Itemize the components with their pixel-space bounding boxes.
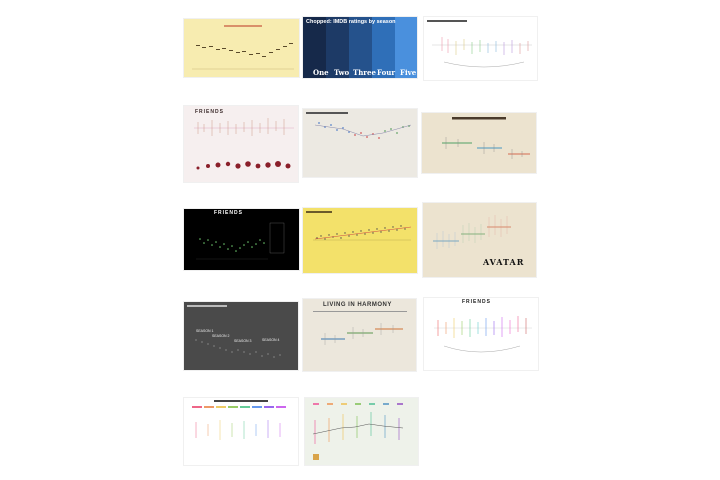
tile-12-title: FRIENDS [462,299,491,305]
tile-10-season-1: SEASON 1 [196,329,214,333]
gallery-tile-3[interactable] [424,17,537,80]
tile-10-season-3: SEASON 3 [234,339,252,343]
tile-9-title: AVATAR [483,257,525,267]
tile-1-chart [192,25,294,70]
tile-9-chart [433,215,511,249]
tile-2-season-three: Three [353,68,376,77]
tile-3-chart [427,20,532,68]
tile-4-title: FRIENDS [195,109,224,115]
tile-5-chart [306,112,412,139]
gallery-tile-14[interactable] [305,398,418,465]
gallery-tile-12[interactable]: FRIENDS [424,298,538,370]
tile-2-season-four: Four [377,68,396,77]
gallery-tile-4[interactable]: FRIENDS [184,106,298,182]
tile-2-season-two: Two [334,68,350,77]
tile-8-chart [306,211,412,241]
tile-2-season-five: Five [400,68,417,77]
gallery-tile-2[interactable]: Chopped: IMDB ratings by season One Two … [303,17,417,78]
tile-7-chart [196,222,285,260]
tile-12-chart [434,316,532,353]
tile-4-chart [194,118,294,170]
gallery-tile-8[interactable] [303,208,417,273]
gallery-tile-5[interactable] [303,109,417,177]
tile-10-chart [187,305,281,358]
tile-11-chart [313,311,407,345]
gallery-tile-13[interactable] [184,398,298,465]
gallery-tile-6[interactable] [422,113,536,173]
gallery-tile-9[interactable]: AVATAR [423,203,536,277]
tile-13-chart [192,400,286,440]
tile-2-chart [303,17,417,78]
tile-10-season-4: SEASON 4 [262,338,280,342]
tile-14-chart [312,403,404,460]
tile-10-season-2: SEASON 2 [212,334,230,338]
tile-7-title: FRIENDS [214,210,243,216]
tile-2-season-one: One [313,68,329,77]
tile-6-chart [442,117,530,159]
gallery-tile-11[interactable]: LIVING IN HARMONY [303,299,416,371]
tile-11-title: LIVING IN HARMONY [323,302,392,308]
gallery-tile-10[interactable]: SEASON 1 SEASON 2 SEASON 3 SEASON 4 [184,302,298,370]
gallery-tile-7[interactable]: FRIENDS [184,209,299,270]
tile-2-title: Chopped: IMDB ratings by season [306,19,396,25]
gallery-tile-1[interactable] [184,19,299,77]
